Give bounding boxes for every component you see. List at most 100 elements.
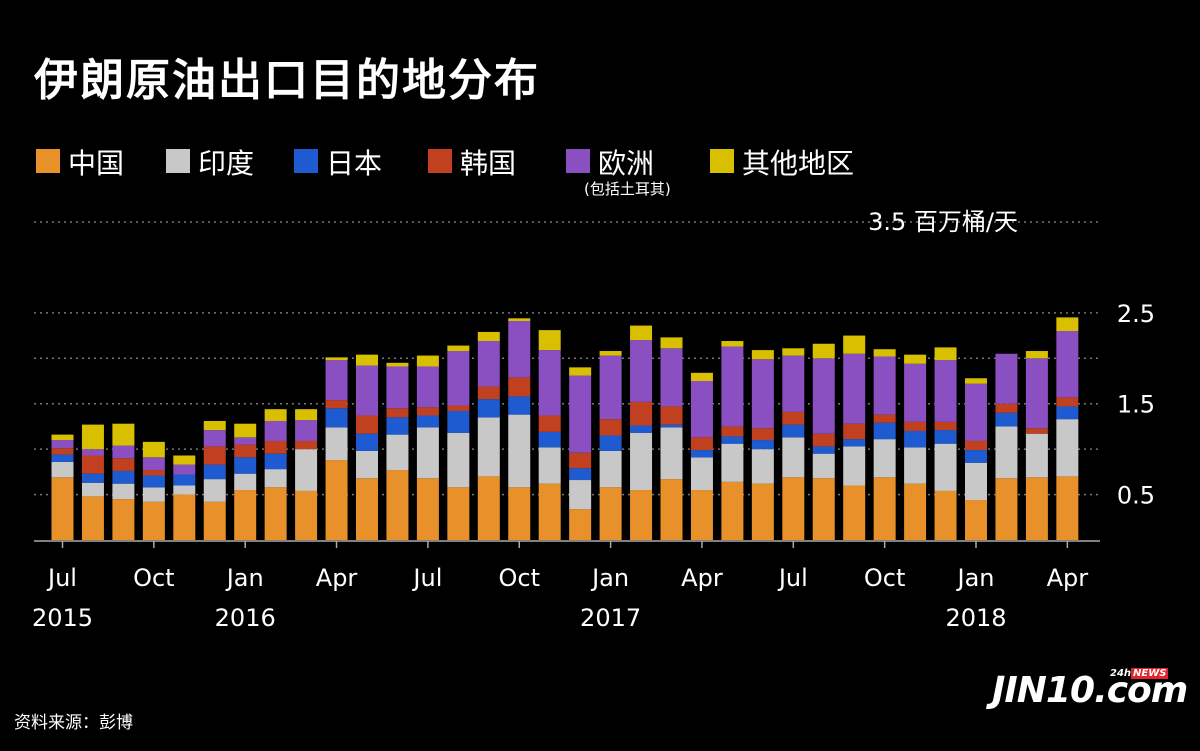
bar-segment	[721, 341, 744, 347]
y-unit-label: 3.5 百万桶/天	[868, 208, 1018, 236]
bar-segment	[904, 447, 927, 484]
bar-segment	[965, 440, 987, 451]
bar-segment	[1056, 331, 1079, 398]
x-year-label: 2017	[580, 604, 641, 632]
bar-segment	[1025, 433, 1048, 478]
bar-segment	[112, 445, 135, 459]
bar-segment	[325, 460, 348, 540]
bar-segment	[173, 474, 196, 486]
bar-segment	[447, 345, 470, 352]
bar-segment	[142, 470, 165, 476]
chart-title: 伊朗原油出口目的地分布	[34, 55, 540, 106]
x-tick-label: Jul	[411, 564, 442, 592]
bar-segment	[630, 432, 653, 491]
legend-label-india: 印度	[198, 147, 255, 180]
bar-segment	[690, 450, 713, 458]
bar-segment	[416, 407, 439, 416]
bar-segment	[599, 355, 622, 420]
y-tick-label: 2.5	[1117, 300, 1155, 328]
bar-segment	[538, 483, 561, 540]
bar-segment	[142, 441, 165, 458]
bar-segment	[721, 481, 744, 540]
bar-segment	[630, 325, 653, 341]
bar-segment	[447, 405, 470, 411]
x-tick-label: Jan	[590, 564, 629, 592]
bar-segment	[873, 422, 896, 440]
bar-segment	[386, 408, 409, 418]
bar-segment	[356, 365, 378, 416]
bar-segment	[934, 347, 957, 361]
bar-segment	[1025, 477, 1048, 540]
bar-segment	[690, 457, 713, 491]
bar-segment	[569, 480, 592, 510]
bar-segment	[965, 500, 987, 540]
bar-segment	[1056, 406, 1079, 420]
legend-swatch-india	[166, 149, 190, 173]
bar-segment	[51, 440, 74, 449]
bar-segment	[203, 420, 226, 431]
bar-segment	[782, 437, 805, 478]
legend-label-other: 其他地区	[742, 147, 855, 180]
bar-segment	[599, 450, 622, 488]
bar-segment	[751, 428, 774, 441]
bar-segment	[477, 341, 500, 387]
bar-segment	[721, 443, 744, 482]
bar-segment	[264, 440, 287, 454]
bar-segment	[995, 426, 1018, 479]
bar-segment	[630, 425, 653, 433]
bar-segment	[203, 446, 226, 465]
legend-note-europe: (包括土耳其)	[584, 180, 671, 198]
jin10-logo: JIN10.com 24h NEWS	[992, 664, 1188, 716]
bar-segment	[51, 461, 74, 478]
bar-segment	[1025, 351, 1048, 359]
bar-segment	[843, 439, 866, 447]
legend: 中国 印度 日本 韩国 欧洲 (包括土耳其) 其他地区	[36, 140, 936, 210]
x-tick-label: Apr	[316, 564, 358, 592]
bar-segment	[234, 473, 257, 491]
bar-segment	[721, 426, 744, 437]
bar-segment	[508, 377, 531, 397]
bar-segment	[721, 346, 744, 427]
bar-segment	[782, 424, 805, 438]
bar-segment	[690, 372, 713, 381]
bar-segment	[599, 351, 622, 356]
bar-segment	[995, 412, 1018, 427]
bar-segment	[630, 490, 653, 540]
bar-segment	[356, 478, 378, 540]
bar-segment	[538, 330, 561, 351]
bar-segment	[234, 457, 257, 474]
bar-segment	[782, 411, 805, 425]
bar-segment	[112, 499, 135, 540]
bar-segment	[812, 433, 835, 447]
bar-segment	[386, 362, 409, 367]
bar-segment	[904, 483, 927, 540]
bar-segment	[203, 479, 226, 502]
bar-segment	[295, 440, 318, 450]
bar-segment	[751, 449, 774, 484]
bar-segment	[51, 477, 74, 540]
bar-segment	[1025, 428, 1048, 434]
legend-label-korea: 韩国	[460, 147, 517, 180]
bar-segment	[812, 453, 835, 479]
bar-segment	[599, 419, 622, 436]
x-tick-label: Jul	[46, 564, 77, 592]
bar-segment	[934, 490, 957, 540]
bar-segment	[538, 431, 561, 448]
bar-segment	[325, 427, 348, 461]
bar-segment	[325, 360, 348, 401]
bar-segment	[264, 420, 287, 441]
bar-segment	[660, 427, 683, 480]
bar-segment	[934, 443, 957, 491]
bar-segment	[234, 490, 257, 540]
bar-segment	[142, 457, 165, 471]
bar-segment	[873, 477, 896, 540]
y-tick-label: 1.5	[1117, 391, 1155, 419]
bar-segment	[295, 409, 318, 421]
bar-segment	[751, 483, 774, 540]
bar-segment	[782, 477, 805, 540]
bar-segment	[508, 487, 531, 540]
bar-segment	[721, 436, 744, 444]
bar-segment	[660, 424, 683, 428]
bar-segment	[112, 470, 135, 484]
